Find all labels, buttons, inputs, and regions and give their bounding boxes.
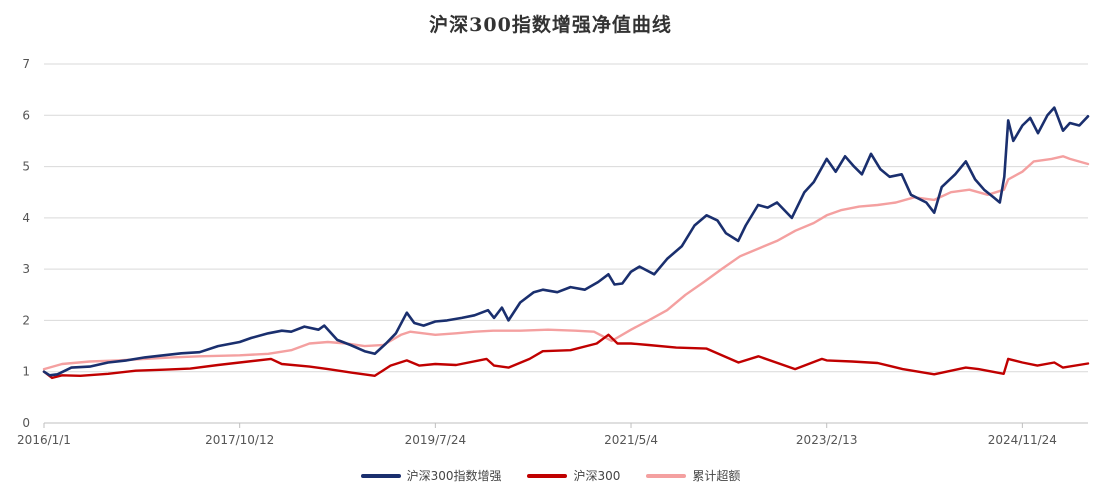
- y-tick-label: 3: [22, 262, 30, 276]
- y-tick-label: 5: [22, 160, 30, 174]
- x-tick-label: 2019/7/24: [405, 433, 467, 447]
- y-tick-label: 0: [22, 416, 30, 430]
- legend-label: 累计超额: [692, 469, 741, 483]
- axes: 0 1 2 3 4 5 6 7 2016/1/1 2017/10/12 2019/7/24 2021/…: [17, 57, 1088, 447]
- x-tick-label: 2024/11/24: [988, 433, 1057, 447]
- legend-item: 累计超额: [646, 467, 740, 484]
- legend-label: 沪深300指数增强: [406, 469, 502, 483]
- legend: 沪深300指数增强 沪深300 累计超额: [0, 467, 1101, 484]
- x-tick-label: 2023/2/13: [796, 433, 858, 447]
- series-line-enhanced: [42, 106, 1090, 377]
- x-tick-label: 2016/1/1: [17, 433, 71, 447]
- y-tick-label: 6: [22, 108, 30, 122]
- y-tick-label: 2: [22, 313, 30, 327]
- series-lines: [42, 106, 1090, 380]
- y-tick-label: 4: [22, 211, 30, 225]
- x-tick-label: 2021/5/4: [604, 433, 658, 447]
- legend-item: 沪深300指数增强: [360, 467, 502, 484]
- x-tick-label: 2017/10/12: [205, 433, 274, 447]
- legend-swatch: [527, 473, 568, 478]
- y-tick-label: 7: [22, 57, 30, 71]
- legend-swatch: [646, 473, 687, 478]
- legend-item: 沪深300: [527, 467, 620, 484]
- series-line-csi300: [42, 333, 1090, 380]
- chart-title: 沪深300指数增强净值曲线: [429, 14, 672, 36]
- legend-swatch: [360, 473, 401, 478]
- series-line-excess: [42, 155, 1090, 371]
- gridlines: [44, 63, 1088, 373]
- y-tick-label: 1: [22, 365, 30, 379]
- legend-label: 沪深300: [573, 469, 621, 483]
